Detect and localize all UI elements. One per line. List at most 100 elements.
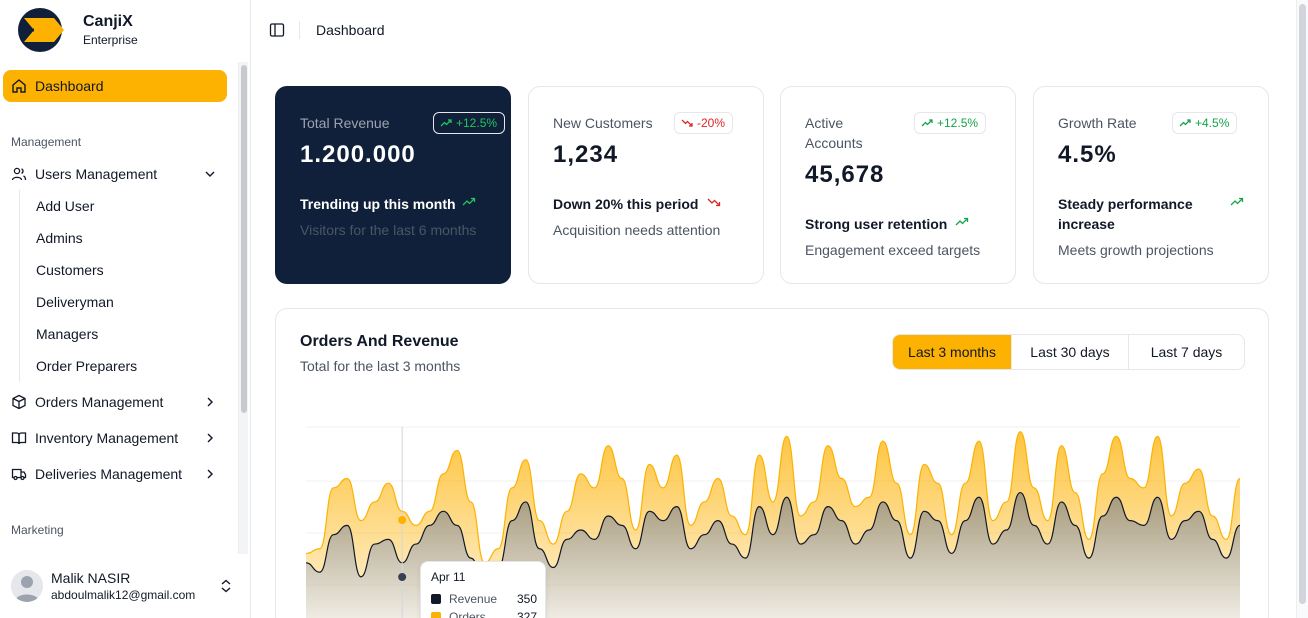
sub-item-admins[interactable]: Admins [36,230,83,246]
nav-item-label: Dashboard [35,78,104,94]
chevrons-up-down-icon[interactable] [219,578,233,594]
trending-up-icon [1230,197,1244,206]
orders-swatch [431,612,441,618]
trending-up-icon [440,119,452,127]
trending-up-icon [921,119,933,127]
card-title: Active Accounts [805,115,863,151]
brand-name: CanjiX [83,13,133,30]
range-button-last-3-months[interactable]: Last 3 months [893,335,1011,369]
breadcrumb: Dashboard [316,22,385,38]
nav-item-inventory-management[interactable]: Inventory Management [3,422,227,454]
top-header: Dashboard [251,0,1295,60]
truck-icon [11,466,27,482]
orders-revenue-chart-card: Orders And Revenue Total for the last 3 … [275,308,1269,618]
users-icon [11,166,27,182]
card-title: Total Revenue [300,115,390,131]
card-headline: Steady performance increase [1058,196,1193,232]
trending-up-icon [462,197,476,206]
card-headline: Down 20% this period [553,196,699,212]
brand-subtitle: Enterprise [83,33,138,47]
badge-value: +12.5% [937,116,979,130]
tooltip-value: 350 [516,592,537,606]
card-headline: Trending up this month [300,196,456,212]
section-label-management: Management [11,135,82,149]
package-icon [11,394,27,410]
sub-item-customers[interactable]: Customers [36,262,104,278]
nav-item-deliveries-management[interactable]: Deliveries Management [3,458,227,490]
sidebar-scrollbar[interactable] [238,62,248,554]
page-scrollbar[interactable] [1296,0,1308,618]
sidebar: CanjiX Enterprise Dashboard Management U… [0,0,251,618]
stat-card-new-customers: New Customers -20% 1,234 Down 20% this p… [528,86,764,284]
nav-menu: Dashboard Management Users Management Ad… [0,62,236,554]
revenue-swatch [431,594,441,604]
brand[interactable]: CanjiX Enterprise [18,6,138,54]
card-title: New Customers [553,115,653,131]
sub-item-deliveryman[interactable]: Deliveryman [36,294,114,310]
trending-down-icon [681,119,693,127]
tooltip-label: Orders [449,610,486,618]
card-subtext: Engagement exceed targets [805,242,981,258]
chevron-right-icon [207,469,213,479]
trend-badge: +4.5% [1172,112,1238,134]
brand-logo-icon [18,8,64,52]
nav-item-label: Deliveries Management [35,466,183,482]
badge-value: +12.5% [456,116,498,130]
nav-item-orders-management[interactable]: Orders Management [3,386,227,418]
orders-line [305,431,1241,564]
range-button-last-7-days[interactable]: Last 7 days [1128,335,1244,369]
card-subtext: Acquisition needs attention [553,222,721,238]
card-subtext: Visitors for the last 6 months [300,222,477,238]
chevron-right-icon [207,397,213,407]
chart-tooltip: Apr 11 Revenue 350 Orders 327 [420,561,546,618]
card-headline: Strong user retention [805,216,948,232]
range-selector: Last 3 months Last 30 days Last 7 days [892,334,1245,370]
avatar [11,570,43,602]
badge-value: -20% [697,116,726,130]
chevron-down-icon [205,171,215,177]
trend-badge: +12.5% [433,112,506,134]
trend-badge: -20% [674,112,734,134]
page-scrollbar-thumb[interactable] [1299,4,1306,604]
tooltip-date: Apr 11 [431,570,466,584]
user-email: abdoulmalik12@gmail.com [51,588,196,602]
card-value: 45,678 [805,161,885,188]
trend-badge: +12.5% [914,112,987,134]
revenue-line [305,491,1241,583]
user-name: Malik NASIR [51,570,131,586]
submenu-line [19,190,20,382]
chart-subtitle: Total for the last 3 months [300,358,461,374]
tooltip-row-revenue: Revenue 350 [431,592,537,606]
book-open-icon [11,430,27,446]
sub-item-order-preparers[interactable]: Order Preparers [36,358,138,374]
sub-item-managers[interactable]: Managers [36,326,99,342]
range-button-last-30-days[interactable]: Last 30 days [1011,335,1128,369]
nav-item-users-management[interactable]: Users Management [3,158,227,190]
tooltip-row-orders: Orders 327 [431,610,537,618]
card-value: 1,234 [553,141,619,168]
badge-value: +4.5% [1195,116,1230,130]
card-title: Growth Rate [1058,115,1137,131]
chevron-right-icon [207,433,213,443]
stat-card-total-revenue: Total Revenue +12.5% 1.200.000 Trending … [275,86,511,284]
nav-item-label: Orders Management [35,394,164,410]
card-subtext: Meets growth projections [1058,242,1214,258]
user-profile[interactable]: Malik NASIR abdoulmalik12@gmail.com [0,556,250,618]
orders-point-marker [398,516,407,524]
trending-up-icon [1179,119,1191,127]
scrollbar-thumb[interactable] [241,65,247,413]
nav-item-label: Inventory Management [35,430,179,446]
nav-item-dashboard[interactable]: Dashboard [3,70,227,102]
user-avatar-icon [11,570,43,602]
nav-item-label: Users Management [35,166,158,182]
sub-item-add-user[interactable]: Add User [36,198,95,214]
sidebar-toggle-icon[interactable] [269,22,285,38]
tooltip-label: Revenue [449,592,498,606]
section-label-marketing: Marketing [11,523,64,537]
trending-down-icon [707,198,721,207]
card-value: 1.200.000 [300,141,416,168]
tooltip-value: 327 [516,610,537,618]
header-divider [299,21,300,39]
revenue-point-marker [398,573,407,581]
home-icon [11,78,27,94]
